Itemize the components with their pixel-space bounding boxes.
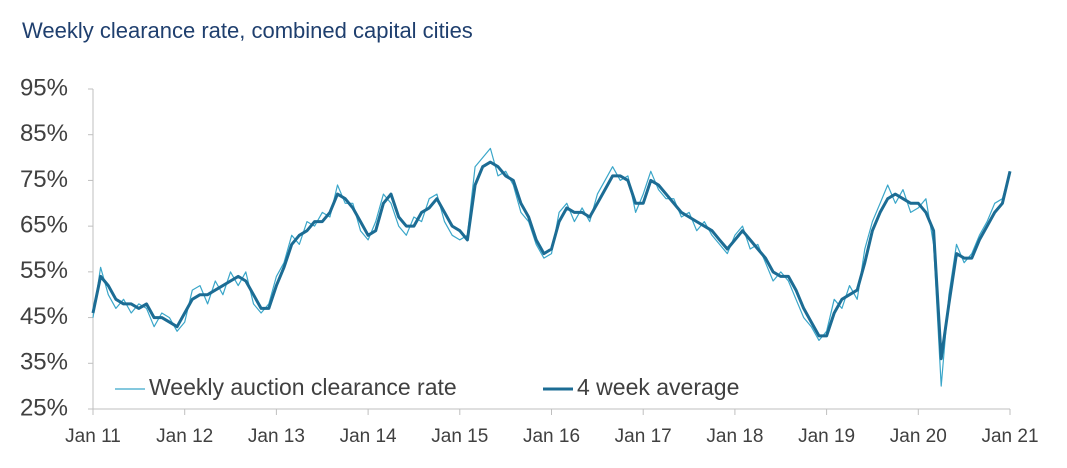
y-tick-label: 65% [20, 211, 68, 238]
series-line [91, 160, 1012, 361]
x-tick-label: Jan 18 [706, 426, 763, 447]
legend-label: Weekly auction clearance rate [149, 374, 457, 400]
y-tick-label: 75% [20, 166, 68, 193]
x-tick-label: Jan 17 [615, 426, 672, 447]
x-tick-label: Jan 13 [248, 426, 305, 447]
x-tick-label: Jan 12 [156, 426, 213, 447]
y-tick-label: 55% [20, 257, 68, 284]
y-tick-label: 95% [20, 74, 68, 101]
series-line [92, 147, 1011, 387]
x-tick-label: Jan 20 [890, 426, 947, 447]
y-tick-label: 85% [20, 120, 68, 147]
x-tick-label: Jan 19 [798, 426, 855, 447]
y-tick-label: 25% [20, 394, 68, 421]
x-tick-label: Jan 11 [65, 426, 121, 447]
x-tick-label: Jan 21 [981, 426, 1038, 447]
x-tick-label: Jan 14 [340, 426, 397, 447]
legend-label: 4 week average [577, 374, 739, 400]
y-tick-label: 35% [20, 349, 68, 376]
x-tick-label: Jan 16 [523, 426, 580, 447]
x-tick-label: Jan 15 [431, 426, 488, 447]
chart-title: Weekly clearance rate, combined capital … [22, 18, 473, 43]
y-tick-label: 45% [20, 303, 68, 330]
